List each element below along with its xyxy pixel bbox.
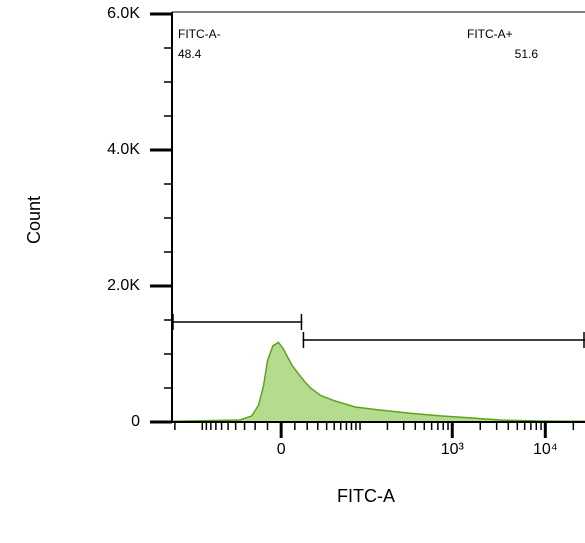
y-tick-label: 4.0K [107,141,140,158]
gate-name: FITC-A+ [467,27,513,41]
x-tick-label: 10³ [441,441,465,458]
histogram-line [171,341,585,423]
y-tick-label: 0 [131,413,140,430]
x-tick-label: 10⁴ [533,441,558,458]
gate-name: FITC-A- [178,27,221,41]
gate-percent: 51.6 [515,47,539,61]
y-tick-label: 2.0K [107,277,140,294]
histogram-area [172,342,585,422]
x-axis-label: FITC-A [337,486,395,506]
y-axis-label: Count [24,196,44,244]
y-tick-label: 6.0K [107,5,140,22]
x-tick-label: 0 [277,441,286,458]
gate-percent: 48.4 [178,47,202,61]
